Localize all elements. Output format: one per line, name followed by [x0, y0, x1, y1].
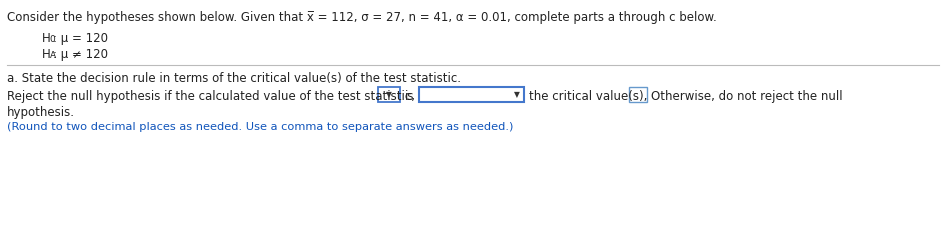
Text: 0: 0: [49, 35, 55, 44]
Bar: [629, 87, 647, 102]
Text: ▼: ▼: [386, 90, 392, 99]
Text: (Round to two decimal places as needed. Use a comma to separate answers as neede: (Round to two decimal places as needed. …: [7, 122, 514, 132]
Text: hypothesis.: hypothesis.: [7, 106, 75, 119]
Bar: [419, 87, 524, 102]
Text: H: H: [42, 32, 51, 45]
Text: Consider the hypotheses shown below. Given that x̅ = 112, σ = 27, n = 41, α = 0.: Consider the hypotheses shown below. Giv…: [7, 11, 717, 24]
Text: A: A: [49, 51, 56, 60]
Text: a. State the decision rule in terms of the critical value(s) of the test statist: a. State the decision rule in terms of t…: [7, 72, 461, 85]
Text: : μ = 120: : μ = 120: [53, 32, 108, 45]
Text: the critical value(s),: the critical value(s),: [529, 90, 647, 103]
Text: : μ ≠ 120: : μ ≠ 120: [53, 48, 108, 61]
Text: Otherwise, do not reject the null: Otherwise, do not reject the null: [651, 90, 843, 103]
Text: Reject the null hypothesis if the calculated value of the test statistic,: Reject the null hypothesis if the calcul…: [7, 90, 415, 103]
Bar: [378, 87, 400, 102]
Text: H: H: [42, 48, 51, 61]
Text: is: is: [405, 90, 414, 103]
Text: ▼: ▼: [514, 90, 520, 99]
